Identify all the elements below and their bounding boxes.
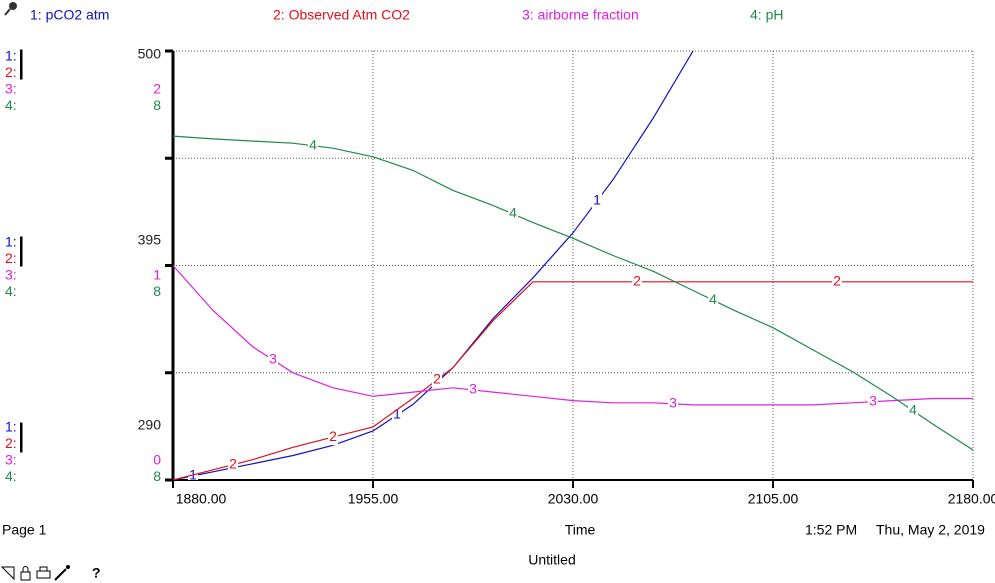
y-tick-label: 2 xyxy=(153,81,161,97)
curve-marker: 3 xyxy=(869,392,877,408)
x-tick-label: 1880.00 xyxy=(176,491,227,507)
axis-key: 4: xyxy=(5,283,17,299)
x-tick-label: 2030.00 xyxy=(548,491,599,507)
axis-key: 3: xyxy=(5,81,17,97)
axis-key: 4: xyxy=(5,97,17,113)
pin-icon[interactable] xyxy=(4,2,17,16)
curve-marker: 1 xyxy=(189,467,197,483)
x-tick-label: 2180.00 xyxy=(948,491,995,507)
y-tick-label: 8 xyxy=(153,468,161,484)
x-tick-label: 2105.00 xyxy=(748,491,799,507)
axis-brackets xyxy=(20,49,23,453)
curve-marker-bg xyxy=(668,395,678,412)
curve-marker-bg xyxy=(268,351,278,368)
curve-marker-bg xyxy=(432,371,442,388)
curve-marker: 4 xyxy=(709,291,717,307)
x-axis-label: Time xyxy=(565,522,596,538)
document-title: Untitled xyxy=(528,552,575,568)
curve-marker-bg xyxy=(592,192,602,209)
y-tick-label: 0 xyxy=(153,452,161,468)
date-stamp: Thu, May 2, 2019 xyxy=(876,522,985,538)
y-tick-label: 500 xyxy=(138,46,162,62)
curve-marker: 4 xyxy=(309,136,317,152)
curve-marker-bg xyxy=(908,402,918,419)
axis-key: 3: xyxy=(5,452,17,468)
curve-marker-bg xyxy=(308,137,318,154)
axis-key: 3: xyxy=(5,267,17,283)
plot-area: 1 1 1 2 2 2 2 2 3 3 3 3 4 4 4 4 xyxy=(173,51,973,483)
curve-marker: 4 xyxy=(909,401,917,417)
curve-marker-bg xyxy=(392,407,402,424)
curve-marker: 3 xyxy=(469,381,477,397)
axis-key: 1: xyxy=(5,48,17,64)
toolbar-icons[interactable] xyxy=(0,565,70,581)
curve-marker-bg xyxy=(228,456,238,473)
curve-marker: 2 xyxy=(229,455,237,471)
curve-marker-bg xyxy=(188,467,198,480)
axis-key: 2: xyxy=(5,64,17,80)
curve-marker-bg xyxy=(328,429,338,446)
curve-marker: 3 xyxy=(269,351,277,367)
page-label: Page 1 xyxy=(2,522,47,538)
curve-marker: 1 xyxy=(393,406,401,422)
x-tick-label: 1955.00 xyxy=(348,491,399,507)
y-tick-label: 290 xyxy=(138,417,162,433)
legend-entry: 1: pCO2 atm xyxy=(30,7,109,23)
curve-marker: 2 xyxy=(433,371,441,387)
axis-key: 1: xyxy=(5,234,17,250)
axis-key: 4: xyxy=(5,468,17,484)
y-tick-label: 395 xyxy=(138,232,162,248)
curve-marker-bg xyxy=(468,381,478,398)
series-line xyxy=(173,265,973,406)
curve-marker: 2 xyxy=(833,273,841,289)
y-tick-label: 1 xyxy=(153,267,161,283)
curve-marker: 4 xyxy=(509,205,517,221)
curve-marker-bg xyxy=(832,273,842,290)
axis-key: 1: xyxy=(5,419,17,435)
series-line xyxy=(173,51,694,480)
curve-marker-bg xyxy=(868,393,878,410)
curve-marker-bg xyxy=(508,206,518,223)
y-tick-label: 8 xyxy=(153,283,161,299)
legend-entry: 4: pH xyxy=(750,7,783,23)
curve-marker: 2 xyxy=(633,273,641,289)
y-tick-label: 8 xyxy=(153,97,161,113)
series-line xyxy=(173,135,973,451)
curve-marker: 1 xyxy=(593,192,601,208)
curve-marker: 3 xyxy=(669,395,677,411)
curve-marker-bg xyxy=(632,273,642,290)
curve-marker-bg xyxy=(708,292,718,309)
time-stamp: 1:52 PM xyxy=(805,522,857,538)
legend-entry: 3: airborne fraction xyxy=(522,7,639,23)
help-button[interactable]: ? xyxy=(92,565,101,581)
curve-marker: 2 xyxy=(329,428,337,444)
axis-key: 2: xyxy=(5,250,17,266)
legend-entry: 2: Observed Atm CO2 xyxy=(273,7,410,23)
axis-key: 2: xyxy=(5,435,17,451)
